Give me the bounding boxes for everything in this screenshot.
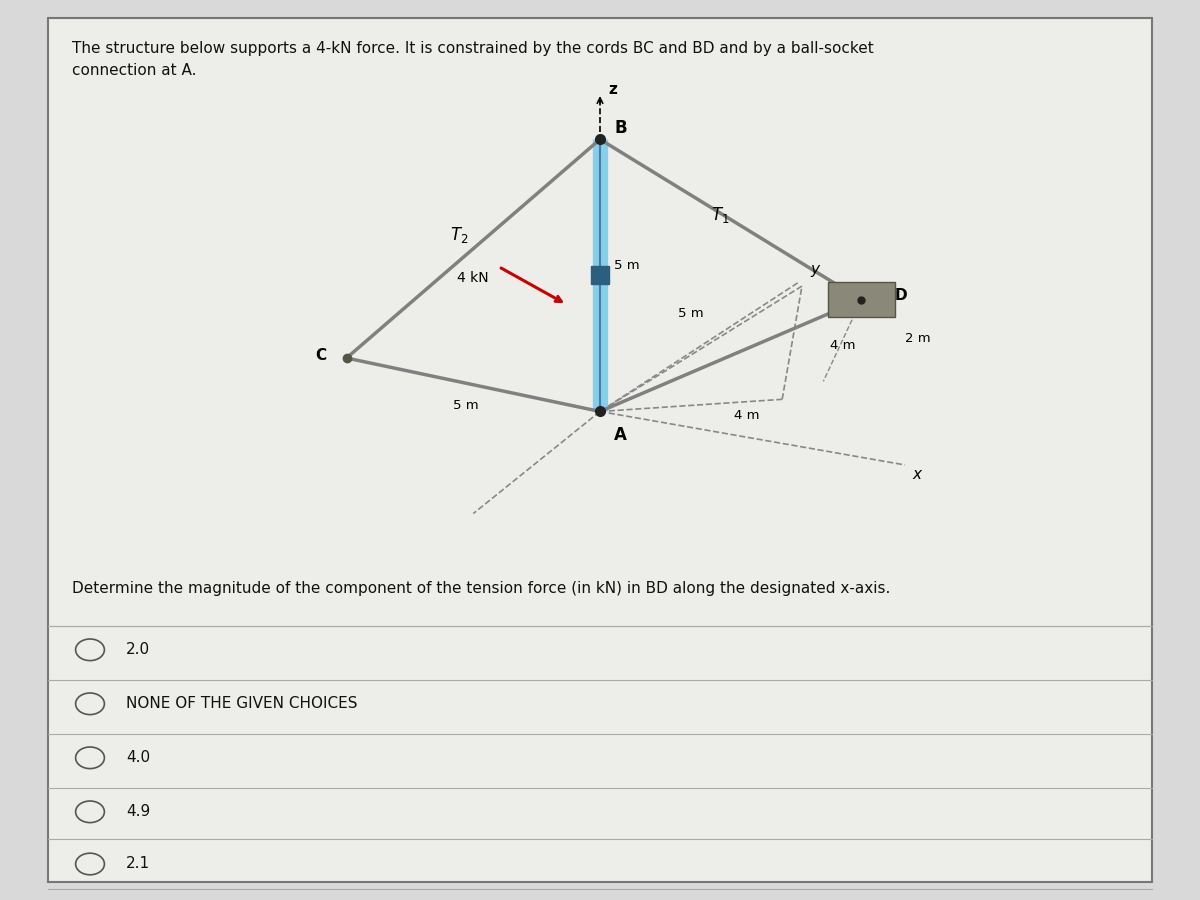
FancyBboxPatch shape	[48, 18, 1152, 882]
Text: 4.0: 4.0	[126, 751, 150, 765]
Text: 4 m: 4 m	[733, 409, 760, 422]
Text: C: C	[316, 348, 326, 363]
Text: x: x	[913, 467, 922, 482]
Text: $T_2$: $T_2$	[450, 225, 468, 245]
Text: 4.9: 4.9	[126, 805, 150, 819]
Text: 2.1: 2.1	[126, 857, 150, 871]
Text: 4 kN: 4 kN	[457, 271, 490, 284]
Text: 5 m: 5 m	[452, 400, 478, 412]
Text: 2 m: 2 m	[905, 331, 930, 345]
Text: 4 m: 4 m	[829, 339, 856, 353]
FancyBboxPatch shape	[828, 283, 895, 317]
Text: D: D	[895, 288, 907, 303]
Text: NONE OF THE GIVEN CHOICES: NONE OF THE GIVEN CHOICES	[126, 697, 358, 711]
Text: 5 m: 5 m	[678, 307, 704, 320]
Text: Determine the magnitude of the component of the tension force (in kN) in BD alon: Determine the magnitude of the component…	[72, 580, 890, 596]
Text: B: B	[614, 119, 626, 137]
Text: The structure below supports a 4-kN force. It is constrained by the cords BC and: The structure below supports a 4-kN forc…	[72, 40, 874, 77]
Text: z: z	[608, 82, 617, 97]
Text: $T_1$: $T_1$	[712, 205, 730, 225]
Text: 2.0: 2.0	[126, 643, 150, 657]
Text: 5 m: 5 m	[614, 259, 640, 272]
Text: y: y	[810, 262, 818, 277]
Text: A: A	[614, 426, 628, 444]
